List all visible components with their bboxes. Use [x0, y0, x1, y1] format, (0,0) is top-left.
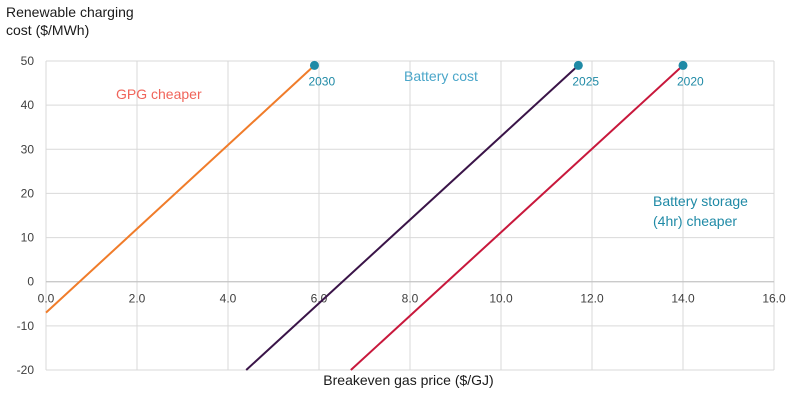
annotation-gpg-cheaper: GPG cheaper — [116, 86, 202, 102]
x-tick-label: 16.0 — [762, 292, 786, 306]
x-tick-label: 2.0 — [129, 292, 146, 306]
annotation-battery-cost: Battery cost — [404, 68, 478, 84]
series-line-2030 — [45, 64, 316, 314]
x-tick-label: 4.0 — [220, 292, 237, 306]
series-point-2020 — [678, 60, 688, 70]
series-line-2020 — [350, 64, 684, 371]
annotation-storage-line-1: Battery storage — [653, 193, 748, 209]
x-tick-label: 14.0 — [671, 292, 695, 306]
x-tick-label: 0.0 — [38, 292, 55, 306]
y-tick-label: -20 — [17, 363, 35, 377]
annotation-storage-line-2: (4hr) cheaper — [653, 213, 738, 229]
series-label-2030: 2030 — [308, 74, 335, 88]
y-tick-label: 40 — [21, 98, 35, 112]
y-tick-label: 20 — [21, 186, 35, 200]
x-tick-label: 6.0 — [311, 292, 328, 306]
y-tick-label: 10 — [21, 231, 35, 245]
y-tick-label: 0 — [27, 275, 34, 289]
x-tick-label: 10.0 — [489, 292, 513, 306]
x-tick-label: 8.0 — [402, 292, 419, 306]
series-point-2025 — [573, 60, 583, 70]
y-tick-label: -10 — [17, 319, 35, 333]
series-label-2020: 2020 — [677, 74, 704, 88]
x-axis-label: Breakeven gas price ($/GJ) — [323, 372, 494, 388]
y-tick-label: 30 — [21, 142, 35, 156]
series-label-2025: 2025 — [572, 74, 599, 88]
y-axis-label: Renewable charging cost ($/MWh) — [6, 4, 134, 38]
x-tick-label: 12.0 — [580, 292, 604, 306]
y-tick-label: 50 — [21, 54, 35, 68]
series-line-2025 — [245, 64, 580, 371]
annotation-battery-storage-cheaper: Battery storage (4hr) cheaper — [653, 191, 748, 231]
series-point-2030 — [309, 60, 319, 70]
